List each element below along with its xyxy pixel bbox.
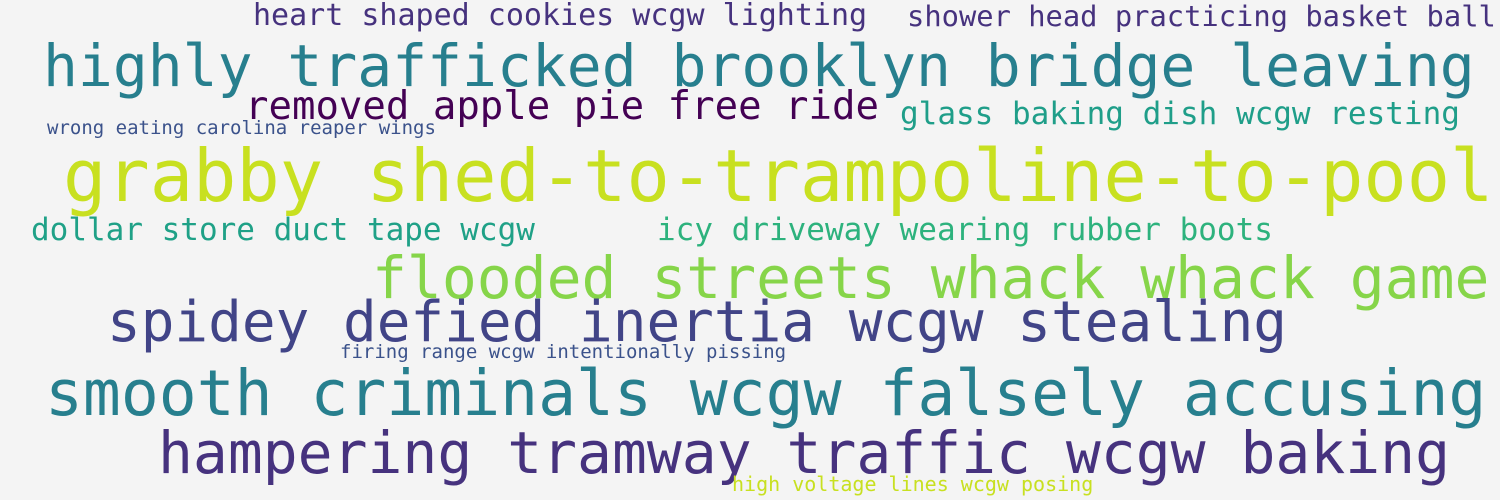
cloud-phrase: flooded streets whack whack game xyxy=(372,244,1490,312)
cloud-phrase: firing range wcgw intentionally pissing xyxy=(340,341,787,363)
cloud-phrase: removed apple pie free ride xyxy=(245,84,879,129)
cloud-phrase: wrong eating carolina reaper wings xyxy=(47,117,436,139)
cloud-phrase: spidey defied inertia wcgw stealing xyxy=(107,290,1288,355)
cloud-phrase: smooth criminals wcgw falsely accusing xyxy=(45,357,1487,430)
cloud-phrase: dollar store duct tape wcgw xyxy=(31,212,535,248)
cloud-phrase: high voltage lines wcgw posing xyxy=(732,472,1094,496)
cloud-phrase: hampering tramway traffic wcgw baking xyxy=(158,419,1451,487)
cloud-phrase: grabby shed-to-trampoline-to-pool xyxy=(63,134,1494,218)
cloud-phrase: heart shaped cookies wcgw lighting xyxy=(253,0,868,33)
cloud-phrase: icy driveway wearing rubber boots xyxy=(657,212,1273,248)
cloud-phrase: highly trafficked brooklyn bridge leavin… xyxy=(43,32,1475,100)
cloud-phrase: glass baking dish wcgw resting xyxy=(900,96,1460,132)
cloud-phrase: shower head practicing basket ball xyxy=(907,0,1496,33)
